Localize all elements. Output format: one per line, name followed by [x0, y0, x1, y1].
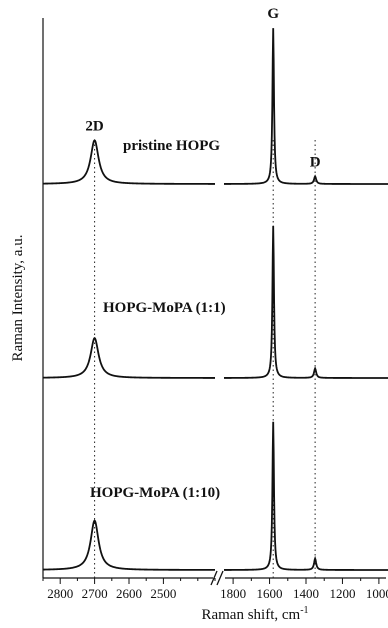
- spectrum-line: [223, 225, 388, 379]
- peak-label: D: [310, 154, 321, 170]
- x-tick-label: 2500: [150, 586, 176, 601]
- x-tick-label: 2600: [116, 586, 142, 601]
- x-tick-label: 1800: [220, 586, 246, 601]
- y-axis-title: Raman Intensity, a.u.: [10, 235, 26, 362]
- x-tick-label: 2700: [82, 586, 108, 601]
- sample-labels: pristine HOPG HOPG-MoPA (1:1) HOPG-MoPA (1…: [90, 138, 226, 501]
- series-label: pristine HOPG: [123, 138, 220, 154]
- axis-break-mark: [210, 570, 224, 586]
- spectrum-line: [42, 139, 215, 185]
- x-tick-label: 2800: [47, 586, 73, 601]
- x-ticks: 2800 2700 2600 2500 1800 1600 1400 1200 1000: [42, 578, 388, 601]
- x-tick-label: 1000: [366, 586, 388, 601]
- series-label: HOPG-MoPA (1:1): [103, 300, 226, 316]
- spectrum-line: [224, 421, 388, 571]
- series-label: HOPG-MoPA (1:10): [90, 485, 220, 501]
- peak-labels: 2D G D: [85, 6, 320, 170]
- x-tick-label: 1600: [257, 586, 283, 601]
- spectrum-line: [42, 519, 215, 571]
- peak-label: 2D: [85, 118, 104, 134]
- peak-guide-lines: [94, 140, 316, 578]
- x-axis-title: Raman shift, cm-1: [201, 605, 308, 623]
- x-tick-label: 1200: [329, 586, 355, 601]
- spectrum-line: [224, 28, 388, 185]
- spectrum-line: [43, 336, 215, 379]
- peak-label: G: [267, 6, 279, 22]
- spectra: [42, 28, 388, 571]
- x-tick-label: 1400: [293, 586, 319, 601]
